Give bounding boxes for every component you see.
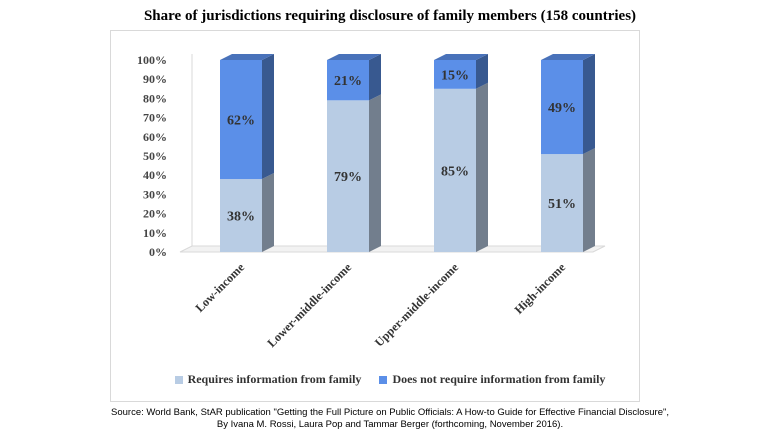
legend: Requires information from family Does no…: [130, 372, 650, 387]
bar-segment-side: [476, 54, 488, 89]
legend-item-does-not-require: Does not require information from family: [379, 372, 605, 387]
bar-segment-side: [262, 173, 274, 252]
y-tick-label: 20%: [143, 207, 167, 221]
legend-item-requires: Requires information from family: [174, 372, 362, 387]
bar-segment-side: [262, 54, 274, 180]
y-tick-label: 30%: [143, 187, 167, 201]
data-label: 38%: [227, 210, 255, 225]
y-tick-label: 40%: [143, 168, 167, 182]
legend-swatch-requires: [174, 375, 183, 384]
bar-segment: [541, 154, 583, 252]
source-note: Source: World Bank, StAR publication "Ge…: [111, 407, 669, 430]
data-label: 62%: [227, 114, 255, 129]
y-tick-label: 50%: [143, 149, 167, 163]
bar-segment-side: [583, 54, 595, 155]
y-tick-label: 80%: [143, 91, 167, 105]
x-tick-label: Lower-middle-income: [264, 260, 354, 350]
y-tick-label: 10%: [143, 226, 167, 240]
chart-title: Share of jurisdictions requiring disclos…: [143, 8, 637, 24]
bar-segment: [220, 60, 262, 180]
bar-top: [327, 54, 381, 60]
bar-top: [434, 54, 488, 60]
y-tick-label: 70%: [143, 111, 167, 125]
bar-segment-side: [476, 82, 488, 252]
legend-label-requires: Requires information from family: [187, 372, 362, 386]
x-tick-label: Low-income: [192, 260, 247, 315]
data-label: 85%: [441, 164, 469, 179]
data-label: 49%: [548, 101, 576, 116]
data-label: 21%: [334, 74, 362, 89]
bar-segment-side: [369, 54, 381, 101]
bar-top: [541, 54, 595, 60]
y-tick-label: 100%: [137, 53, 167, 67]
bar-segment: [434, 88, 476, 252]
bar-segment: [220, 179, 262, 252]
bar-segment: [541, 60, 583, 155]
bar-segment-side: [369, 94, 381, 252]
legend-label-does-not-require: Does not require information from family: [392, 372, 606, 386]
data-label: 79%: [334, 170, 362, 185]
x-tick-label: Upper-middle-income: [372, 260, 462, 350]
bar-segment: [434, 60, 476, 89]
bar-top: [220, 54, 274, 60]
y-tick-label: 0%: [149, 245, 167, 259]
bar-segment: [327, 60, 369, 101]
y-tick-label: 60%: [143, 130, 167, 144]
data-label: 51%: [548, 197, 576, 212]
x-tick-label: High-income: [512, 260, 569, 317]
bar-segment-side: [583, 148, 595, 252]
legend-swatch-does-not-require: [379, 375, 388, 384]
y-tick-label: 90%: [143, 72, 167, 86]
plot-area: [110, 30, 640, 402]
data-label: 15%: [441, 68, 469, 83]
bar-segment: [327, 100, 369, 252]
